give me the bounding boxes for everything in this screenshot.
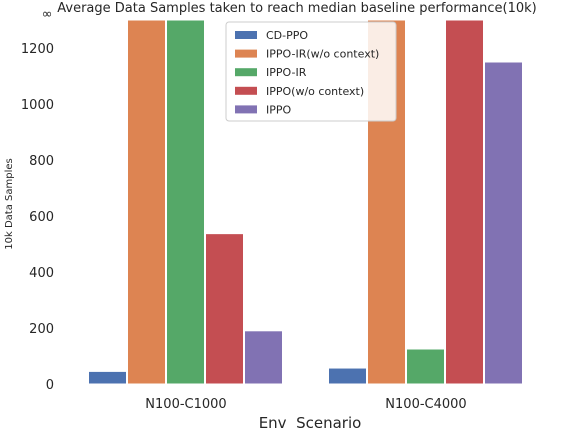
chart-title: Average Data Samples taken to reach medi… <box>57 1 536 16</box>
bar <box>127 19 166 385</box>
y-tick-label: 600 <box>29 210 54 225</box>
x-axis: N100-C1000 N100-C4000 <box>145 397 466 412</box>
bar <box>406 348 445 385</box>
bar <box>244 330 283 385</box>
y-tick-label: 400 <box>29 266 54 281</box>
bar <box>328 367 367 385</box>
legend-swatch <box>235 105 257 114</box>
y-axis-label: 10k Data Samples <box>4 158 15 249</box>
y-tick-label: 1000 <box>21 98 54 113</box>
legend: CD-PPO IPPO-IR(w/o context) IPPO-IR IPPO(w/… <box>225 21 397 122</box>
x-axis-label: Env Scenario <box>259 414 362 432</box>
y-tick-label: 800 <box>29 154 54 169</box>
bar <box>484 61 523 385</box>
x-tick-label: N100-C1000 <box>145 397 226 412</box>
x-tick-label: N100-C4000 <box>385 397 466 412</box>
y-axis: 0 200 400 600 800 1000 1200 <box>21 42 54 393</box>
bar <box>88 370 127 385</box>
bar <box>205 233 244 385</box>
legend-label: IPPO-IR(w/o context) <box>266 48 379 61</box>
infinity-marker: ∞ <box>42 7 53 22</box>
legend-label: IPPO <box>266 103 292 116</box>
y-tick-label: 1200 <box>21 42 54 57</box>
legend-label: IPPO(w/o context) <box>266 85 364 98</box>
y-tick-label: 0 <box>46 378 54 393</box>
legend-swatch <box>235 49 257 58</box>
legend-box <box>225 21 397 122</box>
bar <box>445 19 484 385</box>
bar <box>166 19 205 385</box>
legend-swatch <box>235 68 257 77</box>
y-tick-label: 200 <box>29 322 54 337</box>
legend-swatch <box>235 86 257 95</box>
legend-label: IPPO-IR <box>266 66 307 79</box>
legend-label: CD-PPO <box>266 29 308 42</box>
legend-swatch <box>235 31 257 39</box>
